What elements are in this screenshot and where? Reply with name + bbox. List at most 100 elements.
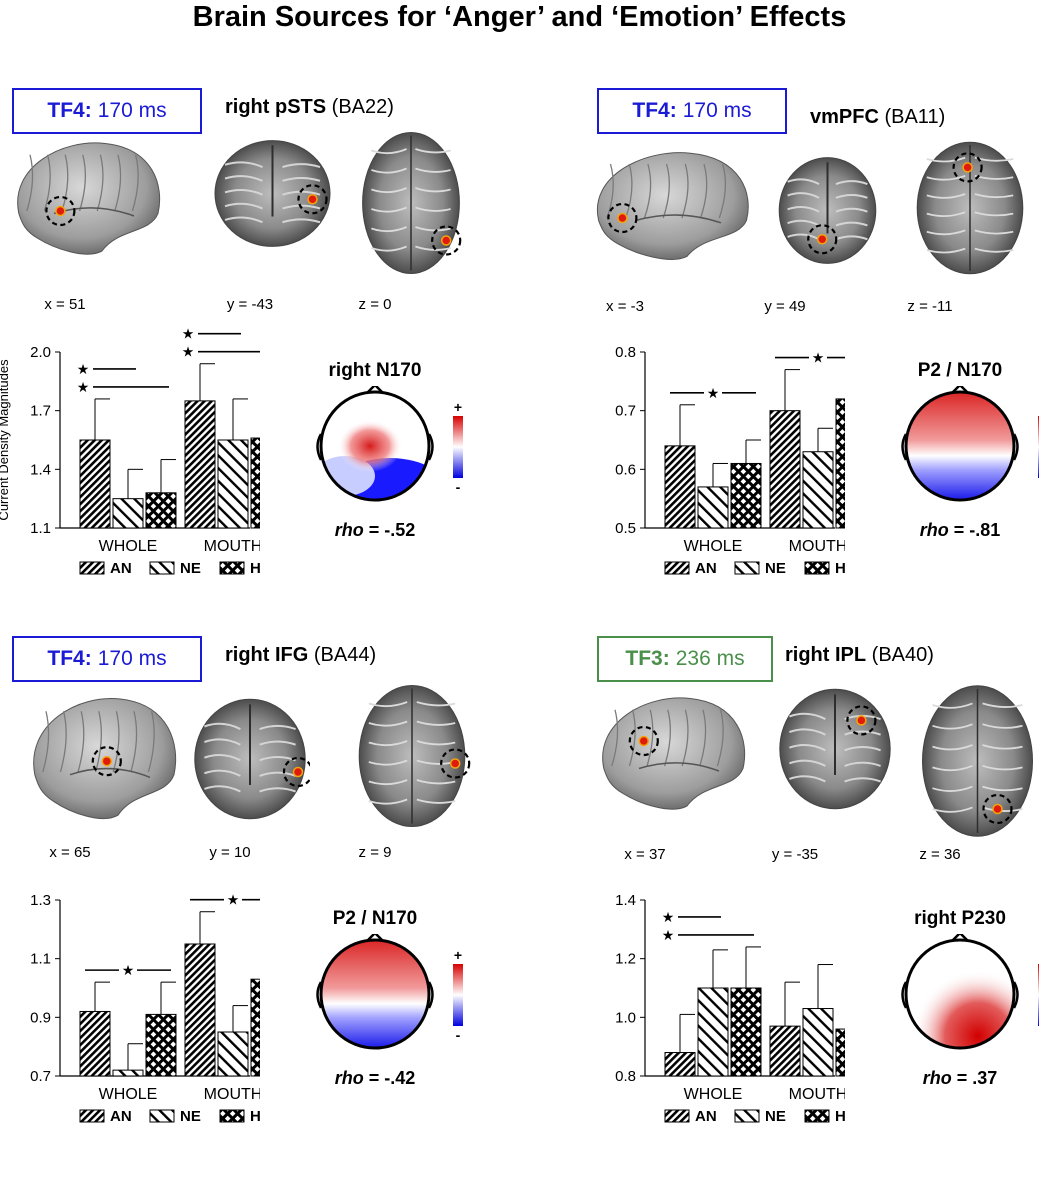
time-frame-ms: 236 ms <box>676 647 745 671</box>
colorbar <box>453 964 463 1026</box>
rho-value: = -.52 <box>369 520 416 540</box>
x-category-label: MOUTH <box>789 1086 845 1103</box>
time-frame-label: TF4: <box>47 647 91 671</box>
slice-coordinate: z = -11 <box>890 298 970 315</box>
topography-title: P2 / N170 <box>300 908 450 930</box>
activation-spot <box>639 737 648 746</box>
bar-an-mouth <box>770 411 800 528</box>
axial-brain-image <box>352 681 472 831</box>
brain-region-label: right IPL (BA40) <box>785 644 934 667</box>
slice-coordinate: y = 10 <box>190 844 270 861</box>
y-tick-label: 0.8 <box>615 1068 636 1085</box>
region-name: right IFG <box>225 644 308 666</box>
legend-swatch-ne <box>150 1110 174 1122</box>
legend-label: HA <box>835 1108 845 1125</box>
bar-ha-whole <box>731 988 761 1076</box>
activation-spot <box>56 207 65 216</box>
time-frame-label: TF4: <box>47 99 91 123</box>
bar-ha-mouth <box>251 979 260 1076</box>
brodmann-area: (BA40) <box>872 644 934 666</box>
slice-coordinate: x = 65 <box>30 844 110 861</box>
bar-an-whole <box>80 1011 110 1076</box>
significance-star: ★ <box>122 962 135 978</box>
significance-star: ★ <box>812 350 825 366</box>
region-name: right pSTS <box>225 96 326 118</box>
significance-star: ★ <box>182 344 195 360</box>
activation-spot <box>963 163 972 172</box>
legend-label: AN <box>110 560 132 577</box>
coronal-brain-image <box>190 694 310 824</box>
activation-spot <box>857 716 866 725</box>
x-category-label: WHOLE <box>684 538 743 555</box>
colorbar-plus: + <box>454 399 462 415</box>
rho-correlation: rho = -.81 <box>885 520 1035 541</box>
y-axis-label: Current Density Magnitudes <box>0 359 11 521</box>
brodmann-area: (BA44) <box>314 644 376 666</box>
rho-symbol: rho <box>923 1068 952 1088</box>
y-tick-label: 0.6 <box>615 461 636 478</box>
bar-ha-mouth <box>251 438 260 528</box>
time-frame-label: TF3: <box>625 647 669 671</box>
y-tick-label: 0.7 <box>615 403 636 420</box>
rho-symbol: rho <box>335 520 364 540</box>
bar-ne-mouth <box>803 452 833 528</box>
rho-correlation: rho = -.52 <box>300 520 450 541</box>
legend-label: NE <box>765 560 786 577</box>
slice-coordinate: z = 36 <box>900 846 980 863</box>
topography-title: P2 / N170 <box>885 360 1035 382</box>
rho-value: = -.42 <box>369 1068 416 1088</box>
legend-label: NE <box>180 1108 201 1125</box>
topographic-map: +- <box>315 934 465 1054</box>
time-frame-ms: 170 ms <box>683 99 752 123</box>
significance-star: ★ <box>662 909 675 925</box>
y-tick-label: 1.3 <box>30 892 51 909</box>
slice-coordinate: z = 9 <box>335 844 415 861</box>
brain-region-label: vmPFC (BA11) <box>810 106 945 129</box>
sagittal-brain-image <box>6 136 166 261</box>
activation-spot <box>102 757 111 766</box>
sagittal-brain-image <box>591 691 751 816</box>
activation-spot <box>993 805 1002 814</box>
bar-ha-whole <box>146 493 176 528</box>
time-frame-ms: 170 ms <box>98 647 167 671</box>
y-tick-label: 0.8 <box>615 344 636 361</box>
significance-star: ★ <box>707 385 720 401</box>
bar-an-whole <box>665 446 695 528</box>
legend-swatch-ha <box>805 1110 829 1122</box>
topographic-map: +- <box>900 386 1039 506</box>
y-tick-label: 1.4 <box>30 461 51 478</box>
legend-label: AN <box>695 560 717 577</box>
colorbar-minus: - <box>456 1027 461 1043</box>
legend-swatch-ne <box>150 562 174 574</box>
legend-swatch-ne <box>735 1110 759 1122</box>
legend-label: NE <box>180 560 201 577</box>
legend-label: NE <box>765 1108 786 1125</box>
legend-label: HA <box>250 560 260 577</box>
coronal-brain-image <box>775 684 895 814</box>
legend-swatch-ha <box>220 562 244 574</box>
bar-an-whole <box>80 440 110 528</box>
brain-region-label: right pSTS (BA22) <box>225 96 394 119</box>
y-tick-label: 1.1 <box>30 520 51 537</box>
x-category-label: WHOLE <box>99 538 158 555</box>
time-frame-box: TF4: 170 ms <box>12 636 202 682</box>
y-tick-label: 0.9 <box>30 1009 51 1026</box>
bar-ne-mouth <box>803 1009 833 1076</box>
time-frame-box: TF4:170 ms <box>597 88 787 134</box>
region-name: vmPFC <box>810 106 879 128</box>
activation-spot <box>818 235 827 244</box>
brodmann-area: (BA11) <box>884 106 945 128</box>
x-category-label: MOUTH <box>204 538 260 555</box>
legend-swatch-an <box>80 562 104 574</box>
x-category-label: WHOLE <box>99 1086 158 1103</box>
y-tick-label: 2.0 <box>30 344 51 361</box>
bar-ha-whole <box>146 1014 176 1076</box>
significance-star: ★ <box>77 361 90 377</box>
x-category-label: WHOLE <box>684 1086 743 1103</box>
slice-coordinate: y = -35 <box>755 846 835 863</box>
time-frame-ms: 170 ms <box>98 99 167 123</box>
bar-ne-whole <box>113 499 143 528</box>
